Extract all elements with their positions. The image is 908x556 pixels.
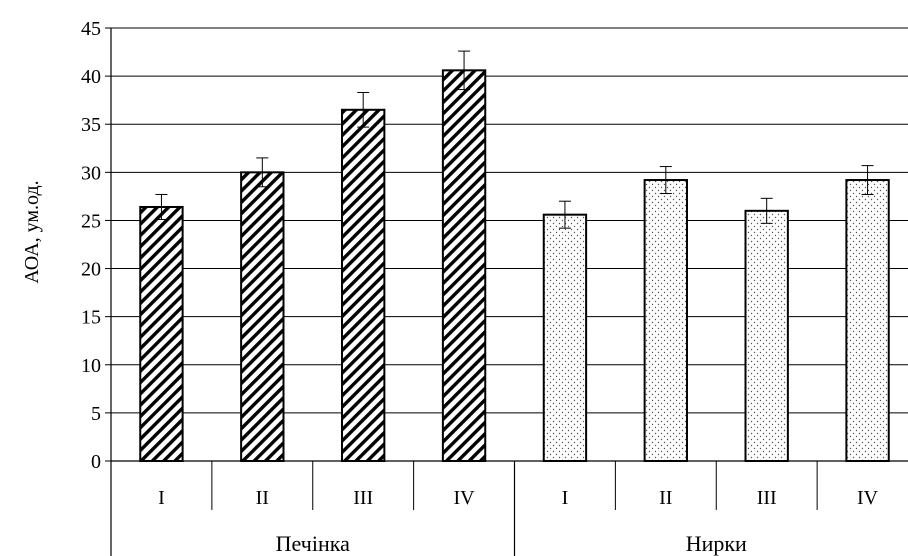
x-tick-label: III (757, 487, 777, 509)
y-tick-label: 30 (81, 162, 101, 184)
y-tick-label: 15 (81, 307, 101, 329)
x-tick-label: I (562, 487, 569, 509)
bar (139, 205, 184, 462)
x-tick-label: IV (454, 487, 476, 509)
bar (441, 69, 487, 463)
y-axis-label: АОА, ум.од. (21, 180, 43, 283)
y-tick-label: 25 (81, 210, 101, 232)
x-tick-label: IV (857, 487, 879, 509)
group-label: Печінка (276, 531, 350, 556)
x-tick-label: II (659, 487, 672, 509)
y-tick-label: 45 (81, 18, 101, 40)
y-tick-label: 10 (81, 355, 101, 377)
x-tick-label: II (256, 487, 269, 509)
y-tick-label: 40 (81, 66, 101, 88)
y-tick-label: 0 (91, 451, 101, 473)
bar (845, 179, 890, 463)
bar (643, 179, 688, 463)
y-tick-label: 20 (81, 259, 101, 281)
x-tick-label: III (353, 487, 373, 509)
x-tick-label: I (158, 487, 165, 509)
bar (542, 213, 588, 462)
y-tick-label: 5 (91, 403, 101, 425)
bars (139, 50, 890, 463)
bar (744, 209, 789, 462)
bar (240, 171, 285, 462)
bar (341, 108, 386, 463)
group-label: Нирки (686, 531, 747, 556)
y-tick-label: 35 (81, 114, 101, 136)
